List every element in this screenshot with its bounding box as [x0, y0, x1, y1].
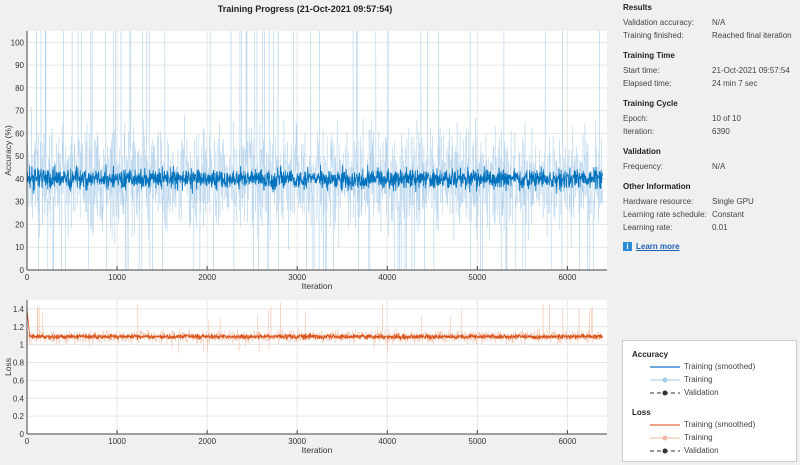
x-tick-label: 6000 — [558, 437, 576, 446]
info-row: Frequency: N/A — [623, 160, 798, 173]
info-key: Start time: — [623, 66, 660, 75]
y-tick-label: 0 — [20, 430, 25, 439]
legend-acc-training: Training — [650, 375, 713, 384]
loss-smoothed-line — [26, 308, 603, 341]
info-value: 24 min 7 sec — [712, 79, 758, 88]
x-axis-label: Iteration — [302, 445, 333, 455]
x-tick-label: 5000 — [468, 273, 486, 282]
x-axis-label: Iteration — [302, 281, 333, 291]
info-value: Single GPU — [712, 197, 754, 206]
info-value: Constant — [712, 210, 745, 219]
x-tick-label: 2000 — [198, 437, 216, 446]
x-tick-label: 0 — [25, 273, 30, 282]
learn-more[interactable]: i Learn more — [623, 242, 798, 251]
y-tick-label: 0.8 — [13, 359, 25, 368]
y-tick-label: 0.6 — [13, 376, 25, 385]
info-value: 0.01 — [712, 223, 728, 232]
section-title: Results — [623, 3, 652, 12]
learn-more-link[interactable]: Learn more — [636, 242, 680, 251]
y-tick-label: 1.2 — [13, 323, 25, 332]
y-tick-label: 50 — [15, 152, 24, 161]
x-tick-label: 2000 — [198, 273, 216, 282]
x-tick-label: 1000 — [108, 273, 126, 282]
info-key: Iteration: — [623, 127, 655, 136]
info-value: 6390 — [712, 127, 730, 136]
y-tick-label: 1.4 — [13, 305, 25, 314]
legend-label: Validation — [684, 446, 719, 455]
info-row: Learning rate schedule: Constant — [623, 208, 798, 221]
info-value: 10 of 10 — [712, 114, 741, 123]
y-axis-label: Loss — [3, 358, 13, 376]
info-key: Frequency: — [623, 162, 664, 171]
info-row: Start time: 21-Oct-2021 09:57:54 — [623, 64, 798, 77]
info-row: Hardware resource: Single GPU — [623, 195, 798, 208]
info-row: Epoch: 10 of 10 — [623, 112, 798, 125]
legend-label: Training — [684, 433, 713, 442]
legend-label: Validation — [684, 388, 719, 397]
loss-axes — [27, 300, 607, 434]
x-tick-label: 4000 — [378, 273, 396, 282]
y-tick-label: 1 — [20, 341, 25, 350]
section-title: Training Time — [623, 51, 675, 60]
info-key: Learning rate: — [623, 223, 673, 232]
legend-label: Training — [684, 375, 713, 384]
legend-label: Training (smoothed) — [684, 362, 756, 371]
y-tick-label: 0.4 — [13, 394, 25, 403]
info-key: Epoch: — [623, 114, 648, 123]
y-tick-label: 0 — [20, 266, 25, 275]
x-tick-label: 1000 — [108, 437, 126, 446]
legend-acc-validation: Validation — [650, 388, 719, 397]
info-key: Validation accuracy: — [623, 18, 694, 27]
section-title: Other Information — [623, 182, 691, 191]
y-tick-label: 20 — [15, 220, 24, 229]
info-icon: i — [623, 242, 632, 251]
section-title: Training Cycle — [623, 99, 678, 108]
info-row: Training finished: Reached final iteratio… — [623, 29, 798, 42]
legend-loss-title: Loss — [632, 408, 651, 417]
y-tick-label: 60 — [15, 129, 24, 138]
y-tick-label: 90 — [15, 61, 24, 70]
legend-acc-smoothed: Training (smoothed) — [650, 362, 755, 371]
info-value: N/A — [712, 162, 726, 171]
x-tick-label: 3000 — [288, 437, 306, 446]
y-tick-label: 40 — [15, 175, 24, 184]
info-row: Iteration: 6390 — [623, 125, 798, 138]
y-tick-label: 70 — [15, 107, 24, 116]
info-row: Validation accuracy: N/A — [623, 16, 798, 29]
legend-loss-validation: Validation — [650, 446, 719, 455]
x-tick-label: 0 — [25, 437, 30, 446]
info-key: Learning rate schedule: — [623, 210, 707, 219]
y-tick-label: 100 — [11, 38, 25, 47]
x-tick-label: 4000 — [378, 437, 396, 446]
info-key: Hardware resource: — [623, 197, 694, 206]
accuracy-axes — [27, 31, 607, 270]
legend-loss-training: Training — [650, 433, 713, 442]
x-tick-label: 5000 — [468, 437, 486, 446]
x-tick-label: 6000 — [558, 273, 576, 282]
info-panel: Results Validation accuracy: N/A Training f… — [623, 3, 798, 251]
legend-accuracy-title: Accuracy — [632, 350, 669, 359]
y-tick-label: 80 — [15, 84, 24, 93]
y-tick-label: 10 — [15, 243, 24, 252]
y-tick-label: 30 — [15, 198, 24, 207]
info-value: N/A — [712, 18, 726, 27]
accuracy-smoothed-line — [26, 164, 603, 194]
plot-title: Training Progress (21-Oct-2021 09:57:54) — [217, 4, 393, 14]
y-axis-label: Accuracy (%) — [3, 125, 13, 176]
x-tick-label: 3000 — [288, 273, 306, 282]
section-title: Validation — [623, 147, 661, 156]
y-tick-label: 0.2 — [13, 412, 25, 421]
info-key: Elapsed time: — [623, 79, 672, 88]
info-row: Learning rate: 0.01 — [623, 221, 798, 234]
info-value: 21-Oct-2021 09:57:54 — [712, 66, 790, 75]
info-row: Elapsed time: 24 min 7 sec — [623, 77, 798, 90]
legend-label: Training (smoothed) — [684, 420, 756, 429]
info-key: Training finished: — [623, 31, 684, 40]
legend: Accuracy Training (smoothed) Training Va… — [622, 340, 797, 462]
legend-loss-smoothed: Training (smoothed) — [650, 420, 755, 429]
info-value: Reached final iteration — [712, 31, 792, 40]
